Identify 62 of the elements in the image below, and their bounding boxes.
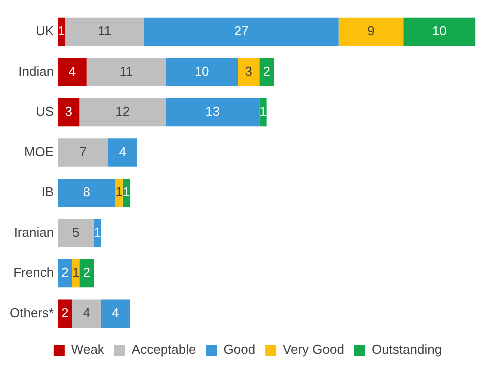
- data-label: 8: [83, 184, 90, 200]
- bar: [404, 18, 476, 46]
- y-tick-label: Iranian: [14, 224, 54, 240]
- y-tick-label: IB: [42, 184, 54, 200]
- bar: [166, 58, 238, 86]
- data-label: 1: [94, 224, 102, 240]
- data-label: 7: [80, 144, 87, 160]
- data-label: 9: [368, 24, 375, 39]
- y-tick-label: UK: [36, 24, 54, 39]
- bar: [94, 219, 102, 248]
- legend-label: Outstanding: [372, 342, 442, 358]
- data-label: 10: [432, 24, 447, 39]
- y-tick-label: US: [36, 104, 54, 120]
- data-label: 4: [68, 64, 76, 79]
- bar: [101, 300, 130, 328]
- data-label: 4: [119, 144, 126, 160]
- bar: [144, 18, 339, 46]
- legend-label: Acceptable: [132, 342, 196, 358]
- data-label: 5: [72, 224, 80, 240]
- bar: [86, 58, 166, 86]
- data-label: 1: [116, 184, 123, 200]
- bar: [260, 58, 274, 86]
- bar: [80, 98, 166, 127]
- data-label: 11: [98, 24, 112, 39]
- data-label: 11: [120, 64, 134, 79]
- data-label: 1: [72, 265, 80, 280]
- legend-label: Very Good: [283, 342, 344, 358]
- bar: [65, 18, 144, 46]
- data-label: 4: [83, 305, 90, 320]
- bar: [338, 18, 404, 46]
- data-label: 2: [62, 305, 69, 320]
- bar: [58, 98, 80, 127]
- data-label: 2: [83, 265, 90, 280]
- bar: [58, 178, 116, 208]
- bar: [108, 138, 138, 167]
- bar: [238, 58, 260, 86]
- bar: [72, 300, 102, 328]
- bar: [260, 98, 267, 127]
- bar: [58, 219, 94, 248]
- data-label: 3: [245, 64, 252, 79]
- bar: [58, 138, 108, 167]
- data-label: 2: [263, 64, 270, 79]
- data-label: 1: [260, 104, 267, 120]
- y-tick-label: Others*: [10, 305, 54, 320]
- bar: [166, 98, 260, 127]
- data-label: 12: [116, 104, 130, 120]
- legend-label: Weak: [71, 342, 105, 358]
- data-label: 10: [194, 64, 210, 79]
- data-label: 13: [206, 104, 220, 120]
- data-label: 1: [58, 24, 66, 39]
- data-label: 27: [234, 24, 249, 39]
- y-tick-label: MOE: [24, 144, 54, 160]
- data-label: 2: [62, 265, 69, 280]
- bar: [80, 259, 94, 288]
- bar: [58, 58, 87, 86]
- bar: [116, 178, 123, 208]
- data-label: 1: [122, 184, 130, 200]
- legend-label: Good: [224, 342, 256, 358]
- data-label: 4: [112, 305, 120, 320]
- data-label: 3: [65, 104, 72, 120]
- y-tick-label: Indian: [18, 64, 54, 79]
- y-tick-label: French: [14, 265, 54, 280]
